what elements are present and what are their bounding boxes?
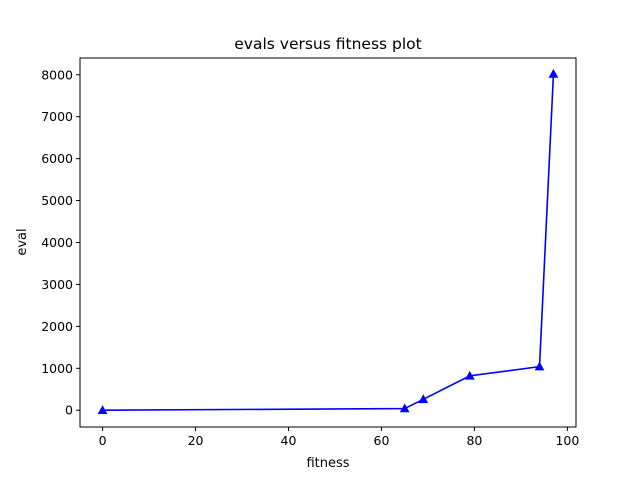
data-point-marker (418, 394, 429, 404)
x-tick-label: 60 (374, 433, 390, 448)
x-axis-title: fitness (306, 456, 349, 471)
y-tick-label: 7000 (41, 109, 73, 124)
y-tick-label: 0 (65, 403, 73, 418)
y-tick-label: 3000 (41, 277, 73, 292)
y-tick-label: 8000 (41, 67, 73, 82)
y-tick-label: 4000 (41, 235, 73, 250)
y-tick-label: 5000 (41, 193, 73, 208)
x-tick-label: 80 (466, 433, 482, 448)
data-point-marker (399, 403, 410, 413)
chart-title: evals versus fitness plot (234, 35, 421, 53)
y-tick-label: 2000 (41, 319, 73, 334)
y-tick-label: 1000 (41, 361, 73, 376)
y-axis: 0 1000 2000 3000 4000 5000 6000 7000 8000 (41, 67, 80, 418)
data-point-marker (97, 405, 108, 414)
data-point-marker (548, 68, 559, 78)
series-layer (97, 68, 559, 414)
data-point-marker (464, 370, 475, 380)
y-axis-title: eval (15, 228, 30, 255)
series-line (102, 73, 555, 412)
data-point-marker (534, 361, 545, 371)
x-tick-label: 40 (281, 433, 297, 448)
x-tick-label: 20 (188, 433, 204, 448)
x-axis: 0 20 40 60 80 100 (99, 427, 579, 448)
x-tick-label: 100 (555, 433, 579, 448)
y-tick-label: 6000 (41, 151, 73, 166)
x-tick-label: 0 (99, 433, 107, 448)
